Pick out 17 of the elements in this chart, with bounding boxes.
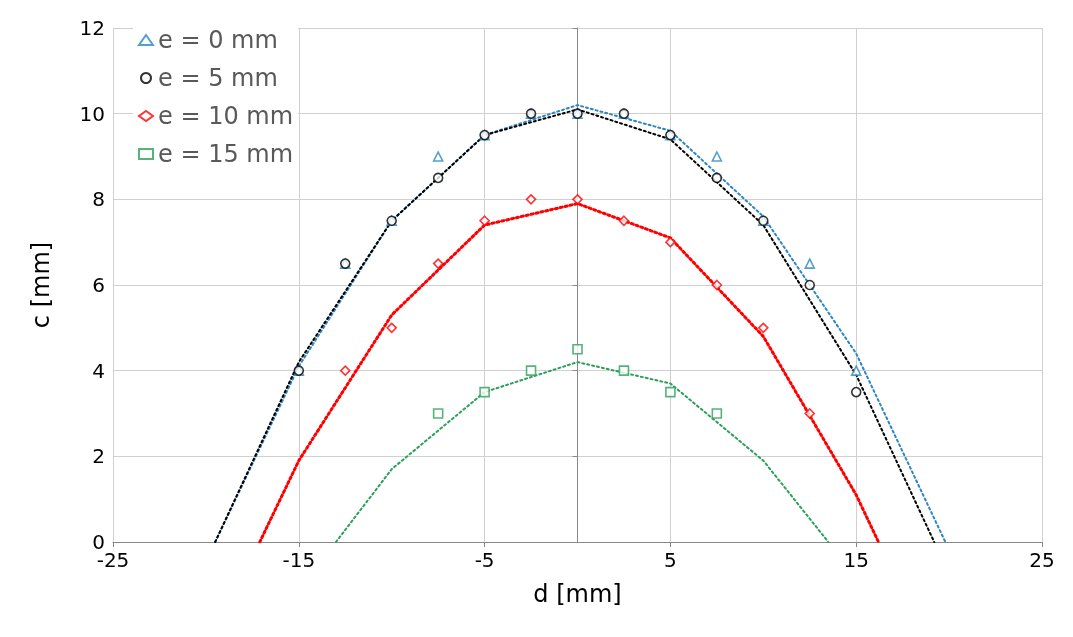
x-tick-label: 5: [664, 548, 677, 572]
y-tick-label: 10: [79, 101, 105, 126]
y-tick-label: 6: [92, 273, 105, 297]
y-axis-title: c [mm]: [27, 241, 55, 329]
x-tick-label: -5: [474, 548, 495, 572]
legend-label: e = 15 mm: [158, 140, 294, 168]
y-tick-label: 8: [92, 187, 105, 212]
y-tick-label: 4: [92, 358, 105, 383]
legend-label: e = 10 mm: [158, 102, 294, 130]
x-tick-label: 15: [843, 548, 869, 572]
y-tick-label: 2: [92, 444, 105, 469]
x-tick-label: 25: [1029, 548, 1055, 572]
legend-label: e = 0 mm: [158, 26, 278, 54]
y-tick-label: 12: [79, 16, 105, 40]
x-tick-label: -15: [282, 548, 316, 572]
legend-label: e = 5 mm: [158, 64, 278, 92]
x-axis-title: d [mm]: [533, 580, 622, 608]
